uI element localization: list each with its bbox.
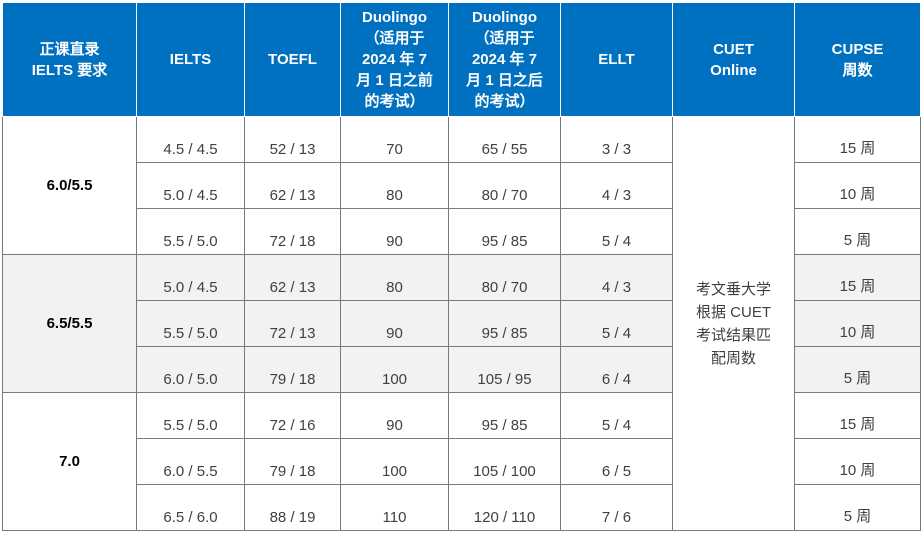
cell-ielts: 5.0 / 4.5	[136, 254, 245, 301]
cell-duolingo-before: 80	[340, 254, 449, 301]
cell-duolingo-before: 70	[340, 116, 449, 163]
cell-duolingo-after: 105 / 100	[448, 438, 561, 485]
cell-weeks: 5 周	[794, 346, 921, 393]
group-label: 6.0/5.5	[2, 116, 137, 255]
cell-weeks: 15 周	[794, 254, 921, 301]
table-row: 6.5/5.5 5.0 / 4.5 62 / 13 80 80 / 70 4 /…	[2, 254, 921, 393]
cell-duolingo-after: 80 / 70	[448, 162, 561, 209]
cell-duolingo-before: 90	[340, 208, 449, 255]
cell-duolingo-after: 105 / 95	[448, 346, 561, 393]
cell-duolingo-before: 100	[340, 438, 449, 485]
cell-toefl: 72 / 16	[244, 392, 341, 439]
cuet-merged-note: 考文垂大学 根据 CUET 考试结果匹 配周数	[672, 116, 795, 531]
table-row: 6.5 / 6.0 88 / 19 110 120 / 110 7 / 6 5 …	[3, 484, 921, 531]
cell-ielts: 5.5 / 5.0	[136, 392, 245, 439]
cell-toefl: 88 / 19	[244, 484, 341, 531]
header-ellt: ELLT	[560, 2, 673, 117]
cell-toefl: 79 / 18	[244, 438, 341, 485]
cell-duolingo-before: 110	[340, 484, 449, 531]
cell-ellt: 5 / 4	[560, 208, 673, 255]
table-row: 6.0 / 5.0 79 / 18 100 105 / 95 6 / 4 5 周	[3, 346, 921, 393]
cell-ielts: 6.0 / 5.0	[136, 346, 245, 393]
cell-weeks: 15 周	[794, 116, 921, 163]
cell-ielts: 5.5 / 5.0	[136, 208, 245, 255]
header-cuet-online: CUET Online	[672, 2, 795, 117]
group-label: 7.0	[2, 392, 137, 531]
header-row: 正课直录 IELTS 要求 IELTS TOEFL Duolingo （适用于 202…	[2, 2, 921, 117]
requirements-table: 正课直录 IELTS 要求 IELTS TOEFL Duolingo （适用于 202…	[2, 2, 921, 531]
header-ielts: IELTS	[136, 2, 245, 117]
header-ielts-requirement: 正课直录 IELTS 要求	[2, 2, 137, 117]
cell-toefl: 72 / 13	[244, 300, 341, 347]
cell-toefl: 62 / 13	[244, 162, 341, 209]
table-row: 6.0/5.5 4.5 / 4.5 52 / 13 70 65 / 55 3 /…	[2, 116, 921, 531]
cell-toefl: 52 / 13	[244, 116, 341, 163]
cell-ellt: 3 / 3	[560, 116, 673, 163]
cell-weeks: 10 周	[794, 300, 921, 347]
cell-weeks: 15 周	[794, 392, 921, 439]
table-row: 5.5 / 5.0 72 / 18 90 95 / 85 5 / 4 5 周	[3, 208, 921, 255]
cell-ielts: 4.5 / 4.5	[136, 116, 245, 163]
cell-toefl: 62 / 13	[244, 254, 341, 301]
cell-ielts: 5.5 / 5.0	[136, 300, 245, 347]
cell-duolingo-before: 90	[340, 300, 449, 347]
cell-duolingo-before: 90	[340, 392, 449, 439]
header-cupse-weeks: CUPSE 周数	[794, 2, 921, 117]
cell-ellt: 6 / 4	[560, 346, 673, 393]
cell-ellt: 6 / 5	[560, 438, 673, 485]
header-toefl: TOEFL	[244, 2, 341, 117]
cell-ielts: 6.5 / 6.0	[136, 484, 245, 531]
cell-ielts: 6.0 / 5.5	[136, 438, 245, 485]
cell-toefl: 79 / 18	[244, 346, 341, 393]
cell-weeks: 10 周	[794, 438, 921, 485]
table-row: 5.0 / 4.5 62 / 13 80 80 / 70 4 / 3 10 周	[3, 162, 921, 209]
cell-duolingo-after: 120 / 110	[448, 484, 561, 531]
cell-weeks: 5 周	[794, 484, 921, 531]
cell-ellt: 7 / 6	[560, 484, 673, 531]
cell-duolingo-after: 65 / 55	[448, 116, 561, 163]
cell-duolingo-before: 100	[340, 346, 449, 393]
cell-ielts: 5.0 / 4.5	[136, 162, 245, 209]
table-row: 5.5 / 5.0 72 / 13 90 95 / 85 5 / 4 10 周	[3, 300, 921, 347]
cell-ellt: 5 / 4	[560, 300, 673, 347]
cell-ellt: 4 / 3	[560, 162, 673, 209]
cell-duolingo-after: 95 / 85	[448, 208, 561, 255]
table-row: 6.0 / 5.5 79 / 18 100 105 / 100 6 / 5 10…	[3, 438, 921, 485]
cell-duolingo-after: 80 / 70	[448, 254, 561, 301]
group-label: 6.5/5.5	[2, 254, 137, 393]
cell-duolingo-after: 95 / 85	[448, 392, 561, 439]
cell-weeks: 10 周	[794, 162, 921, 209]
cell-ellt: 5 / 4	[560, 392, 673, 439]
cell-weeks: 5 周	[794, 208, 921, 255]
cell-duolingo-before: 80	[340, 162, 449, 209]
cell-toefl: 72 / 18	[244, 208, 341, 255]
cell-ellt: 4 / 3	[560, 254, 673, 301]
cell-duolingo-after: 95 / 85	[448, 300, 561, 347]
